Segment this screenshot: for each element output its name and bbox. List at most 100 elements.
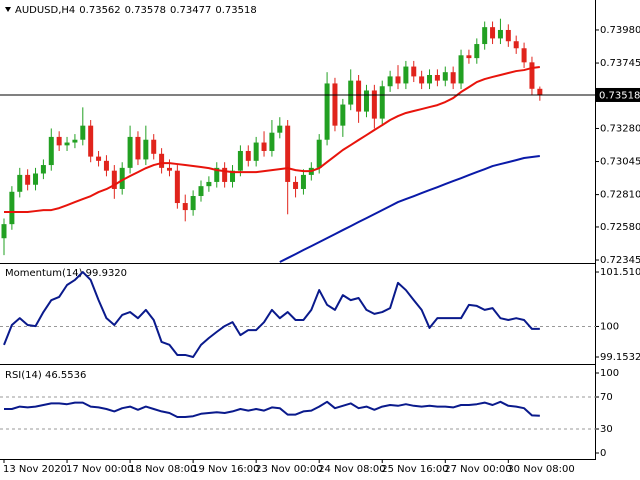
indicator-line	[3, 271, 540, 359]
candle-body	[395, 76, 401, 84]
menu-icon	[5, 7, 11, 12]
x-tick-label: 13 Nov 2020	[3, 464, 67, 475]
candle-body	[490, 27, 496, 39]
candle-body	[245, 150, 251, 161]
x-tick-label: 17 Nov 00:00	[66, 464, 133, 475]
y-tick-label: 0.73745	[600, 58, 640, 69]
candle-body	[324, 83, 330, 140]
close-value: 0.73518	[215, 5, 256, 16]
x-tick-label: 25 Nov 16:00	[381, 464, 448, 475]
candle-body	[222, 167, 228, 182]
candle-body	[56, 136, 62, 146]
candle-body	[88, 125, 94, 157]
y-tick-label: 70	[600, 392, 613, 403]
y-tick-label: 0.73280	[600, 123, 640, 134]
candle-body	[25, 174, 31, 185]
candle-body	[442, 72, 448, 81]
candle-body	[411, 66, 417, 77]
moving-average-line	[279, 155, 540, 263]
candle-body	[403, 66, 409, 84]
candle-body	[198, 186, 204, 197]
candle-body	[332, 83, 338, 126]
y-tick-label: 0.73980	[600, 25, 640, 36]
candle-body	[80, 125, 86, 140]
x-tick-label: 23 Nov 00:00	[255, 464, 322, 475]
candle-body	[33, 173, 39, 185]
y-tick-label: 0.73045	[600, 157, 640, 168]
chart-title: AUDUSD,H4 0.73562 0.73578 0.73477 0.73518	[15, 5, 257, 16]
candle-body	[474, 44, 480, 59]
candle-body	[127, 136, 133, 168]
candle-body	[529, 62, 535, 89]
open-value: 0.73562	[79, 5, 120, 16]
candle-body	[269, 132, 275, 151]
rsi-title: RSI(14) 46.5536	[5, 370, 86, 381]
symbol: AUDUSD,H4	[15, 5, 75, 16]
momentum-title: Momentum(14) 99.9320	[5, 268, 127, 279]
candle-body	[363, 90, 369, 112]
x-tick-label: 19 Nov 16:00	[192, 464, 259, 475]
candle-body	[151, 139, 157, 154]
candle-body	[434, 74, 440, 81]
x-tick-label: 30 Nov 08:00	[507, 464, 574, 475]
y-tick-label: 99.1532	[600, 352, 640, 363]
y-tick-label: 0.72345	[600, 255, 640, 266]
candle-body	[48, 136, 54, 166]
candle-body	[300, 174, 306, 189]
candle-body	[143, 139, 149, 160]
candle-body	[40, 165, 46, 174]
candle-body	[159, 153, 165, 168]
y-tick-label: 101.5104	[600, 267, 640, 278]
price-label-box	[596, 87, 640, 102]
candle-body	[214, 167, 220, 182]
y-tick-label: 100	[600, 321, 619, 332]
candle-body	[174, 170, 180, 204]
candle-body	[190, 196, 196, 211]
y-tick-label: 30	[600, 424, 613, 435]
low-value: 0.73477	[170, 5, 211, 16]
candle-body	[277, 125, 283, 133]
candle-body	[379, 86, 385, 119]
candle-body	[482, 27, 488, 45]
candle-body	[340, 104, 346, 126]
candle-body	[72, 139, 78, 143]
candle-body	[458, 55, 464, 84]
candle-body	[497, 29, 503, 39]
candle-body	[521, 48, 527, 63]
x-tick-label: 27 Nov 00:00	[444, 464, 511, 475]
candle-body	[135, 136, 141, 160]
candle-body	[419, 76, 425, 84]
candle-body	[537, 88, 543, 95]
y-tick-label: 100	[600, 368, 619, 379]
candle-body	[505, 29, 511, 42]
candle-body	[96, 156, 102, 161]
candle-body	[111, 170, 117, 189]
moving-average-line	[4, 65, 540, 214]
y-tick-label: 0.72810	[600, 190, 640, 201]
candle-body	[356, 80, 362, 112]
candle-body	[166, 167, 172, 171]
y-tick-label: 0	[600, 448, 606, 459]
candle-body	[316, 139, 322, 168]
candle-body	[261, 142, 267, 151]
price-label: 0.73518	[599, 90, 640, 101]
candle-body	[348, 80, 354, 105]
candle-body	[466, 55, 472, 59]
candle-body	[17, 174, 23, 192]
x-tick-label: 24 Nov 08:00	[318, 464, 385, 475]
candle-body	[64, 142, 70, 146]
candle-body	[1, 224, 7, 239]
candle-body	[513, 41, 519, 49]
candle-body	[9, 191, 15, 225]
candle-body	[427, 74, 433, 84]
indicator-line	[4, 400, 540, 418]
candle-body	[253, 142, 259, 161]
candle-body	[450, 72, 456, 84]
candle-body	[285, 125, 291, 182]
candle-body	[237, 150, 243, 171]
y-tick-label: 0.72580	[600, 222, 640, 233]
candle-body	[230, 170, 236, 182]
candle-body	[103, 160, 109, 171]
high-value: 0.73578	[125, 5, 166, 16]
